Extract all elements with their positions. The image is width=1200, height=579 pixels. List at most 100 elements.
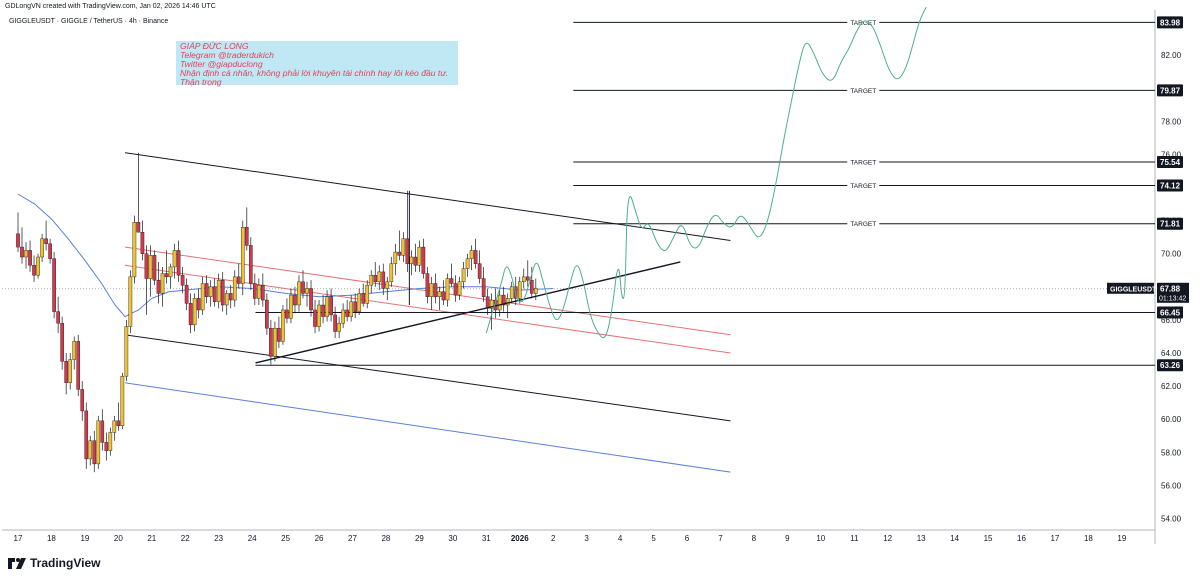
candle-body — [501, 294, 506, 306]
candle — [529, 266, 534, 299]
candle — [437, 286, 442, 310]
target-price-tag-bg — [1157, 156, 1183, 169]
symbol-legend[interactable]: GIGGLEUSDT · GIGGLE / TetherUS · 4h · Bi… — [9, 18, 169, 25]
candle-body — [72, 341, 76, 360]
candle — [244, 207, 249, 251]
candle — [64, 353, 68, 395]
candle — [253, 273, 257, 306]
target-label-bg — [847, 157, 880, 168]
candle-body — [116, 420, 121, 427]
candle — [481, 266, 486, 302]
candle — [293, 286, 297, 314]
symbol-tag-bg — [1107, 282, 1154, 294]
tradingview-logo[interactable]: TradingView — [8, 556, 100, 570]
candle — [265, 293, 269, 335]
target-label: TARGET — [850, 88, 876, 95]
x-tick-label: 13 — [917, 534, 926, 543]
candle-body — [36, 256, 40, 276]
note-line-twitter: Twitter @giapduclong — [180, 59, 263, 69]
candle — [220, 271, 225, 312]
x-tick-label: 4 — [618, 534, 623, 543]
candle-body — [349, 301, 353, 317]
candle — [405, 190, 410, 272]
candle-body — [313, 309, 317, 327]
candle — [269, 319, 273, 365]
candle-body — [140, 231, 145, 254]
candle — [485, 288, 490, 315]
target-price-tag-bg — [1157, 84, 1183, 97]
candle — [84, 402, 89, 469]
candle — [152, 250, 157, 286]
candle-body — [321, 304, 325, 317]
candle-body — [401, 238, 406, 256]
x-tick-label: 11 — [850, 534, 859, 543]
x-tick-label: 10 — [816, 534, 825, 543]
candle-body — [180, 275, 185, 286]
candle — [429, 276, 434, 310]
x-tick-label: 31 — [482, 534, 491, 543]
candle-body — [108, 432, 113, 451]
candle-body — [212, 286, 217, 302]
y-tick-label: 82.00 — [1161, 51, 1182, 60]
candle-body — [164, 273, 169, 278]
candle-body — [44, 238, 48, 244]
candle — [477, 250, 482, 284]
symbol-tag-label: GIGGLEUSDT — [1110, 286, 1157, 293]
candle-body — [240, 227, 245, 284]
candle-body — [309, 288, 313, 311]
candle-body — [156, 279, 161, 294]
candle-body — [513, 286, 518, 299]
candle — [321, 295, 325, 324]
candle — [329, 288, 333, 322]
x-tick-label: 20 — [114, 534, 123, 543]
x-tick-label: 2026 — [511, 534, 529, 543]
candle — [493, 288, 498, 319]
candle-body — [457, 281, 462, 296]
candle — [72, 336, 76, 370]
candle — [168, 263, 173, 289]
author-note: GIÁP ĐỨC LONG Telegram @traderdukich Twi… — [176, 41, 458, 87]
candle-body — [88, 440, 93, 460]
candle — [473, 238, 478, 269]
candle — [317, 300, 321, 332]
y-tick-label: 78.00 — [1161, 117, 1182, 126]
candle — [196, 288, 201, 319]
candle — [353, 293, 357, 319]
candle — [224, 290, 229, 315]
candle-body — [405, 238, 410, 264]
x-tick-label: 2 — [551, 534, 556, 543]
projection-line — [485, 6, 927, 339]
candle — [297, 275, 301, 312]
candle-body — [120, 375, 125, 427]
candle — [281, 305, 285, 345]
candle-body — [353, 301, 357, 312]
candle — [421, 238, 426, 279]
candle — [40, 233, 44, 262]
note-line-disclaimer: Nhận định cá nhân, không phải lời khuyên… — [180, 68, 449, 78]
candle — [445, 273, 450, 307]
y-tick-label: 66.00 — [1161, 316, 1182, 325]
candle-body — [60, 323, 64, 362]
candle-body — [381, 271, 386, 289]
x-tick-label: 16 — [1017, 534, 1026, 543]
x-tick-label: 23 — [214, 534, 223, 543]
candle-body — [192, 298, 197, 326]
candle — [140, 220, 145, 261]
candle-body — [80, 389, 85, 412]
candle — [425, 266, 430, 304]
target-label-bg — [847, 218, 880, 229]
candle — [521, 268, 526, 289]
candle-body — [196, 298, 201, 311]
candle — [345, 300, 349, 322]
candle — [216, 273, 221, 309]
candle-body — [128, 276, 133, 327]
candle — [273, 321, 277, 362]
y-tick-label: 76.00 — [1161, 150, 1182, 159]
candle — [305, 281, 309, 307]
candle-body — [333, 314, 337, 332]
support-price-tag-bg — [1157, 359, 1183, 372]
candle — [80, 381, 85, 421]
candle-body — [144, 253, 149, 279]
x-tick-label: 9 — [785, 534, 790, 543]
